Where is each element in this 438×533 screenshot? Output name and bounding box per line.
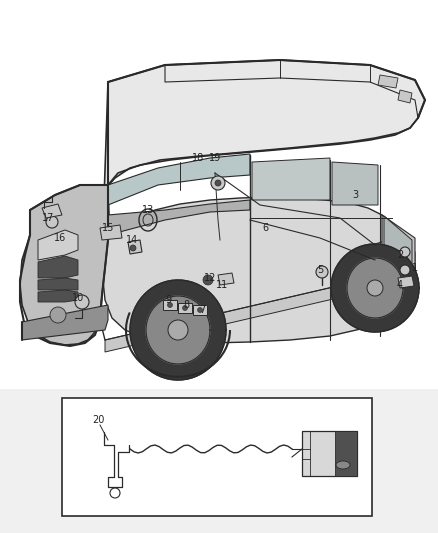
- Circle shape: [168, 320, 188, 340]
- Polygon shape: [104, 60, 425, 200]
- Ellipse shape: [336, 461, 350, 469]
- Circle shape: [400, 247, 410, 257]
- Polygon shape: [38, 256, 78, 278]
- Circle shape: [400, 265, 410, 275]
- Polygon shape: [384, 216, 412, 290]
- Text: 17: 17: [42, 213, 54, 223]
- Text: 15: 15: [102, 223, 114, 233]
- Text: 13: 13: [142, 205, 154, 215]
- Polygon shape: [128, 240, 142, 254]
- Polygon shape: [382, 215, 415, 330]
- Text: 6: 6: [262, 223, 268, 233]
- Bar: [62, 398, 372, 516]
- Text: 19: 19: [209, 153, 221, 163]
- Polygon shape: [398, 276, 414, 288]
- Circle shape: [167, 303, 173, 308]
- Polygon shape: [38, 278, 78, 290]
- Polygon shape: [20, 185, 108, 345]
- Text: 11: 11: [216, 280, 228, 290]
- Polygon shape: [100, 225, 122, 240]
- Polygon shape: [105, 268, 415, 352]
- Polygon shape: [178, 303, 192, 313]
- Circle shape: [110, 488, 120, 498]
- Polygon shape: [347, 258, 403, 318]
- Text: 2: 2: [397, 250, 403, 260]
- Polygon shape: [331, 244, 419, 332]
- Bar: [0, 0, 438, 389]
- Text: 9: 9: [165, 295, 171, 305]
- Polygon shape: [38, 230, 78, 260]
- Circle shape: [316, 266, 328, 278]
- Polygon shape: [22, 305, 108, 340]
- Polygon shape: [38, 290, 78, 302]
- Polygon shape: [252, 158, 330, 200]
- Circle shape: [130, 245, 136, 251]
- Text: 12: 12: [204, 273, 216, 283]
- Text: 4: 4: [397, 280, 403, 290]
- Circle shape: [367, 280, 383, 296]
- Polygon shape: [218, 273, 234, 285]
- Text: 14: 14: [126, 235, 138, 245]
- Polygon shape: [302, 431, 357, 476]
- Polygon shape: [130, 280, 226, 380]
- Polygon shape: [102, 185, 415, 343]
- Polygon shape: [193, 305, 207, 315]
- Polygon shape: [378, 75, 398, 88]
- Text: 10: 10: [72, 293, 84, 303]
- Circle shape: [183, 305, 187, 311]
- Text: 3: 3: [352, 190, 358, 200]
- Circle shape: [211, 176, 225, 190]
- Text: 5: 5: [317, 265, 323, 275]
- Text: 16: 16: [54, 233, 66, 243]
- Circle shape: [215, 180, 221, 186]
- Polygon shape: [398, 90, 412, 103]
- Polygon shape: [348, 238, 415, 316]
- Circle shape: [198, 308, 202, 312]
- Polygon shape: [108, 200, 250, 235]
- Text: 8: 8: [183, 300, 189, 310]
- Polygon shape: [146, 296, 210, 364]
- Polygon shape: [335, 431, 357, 476]
- Circle shape: [50, 307, 66, 323]
- Polygon shape: [163, 300, 177, 310]
- Text: 1: 1: [412, 263, 418, 273]
- Text: 20: 20: [92, 415, 104, 425]
- Polygon shape: [332, 162, 378, 205]
- Circle shape: [203, 275, 213, 285]
- Circle shape: [46, 216, 58, 228]
- Polygon shape: [42, 204, 62, 218]
- Polygon shape: [108, 154, 250, 205]
- Text: 7: 7: [199, 305, 205, 315]
- Circle shape: [75, 295, 89, 309]
- Text: 18: 18: [192, 153, 204, 163]
